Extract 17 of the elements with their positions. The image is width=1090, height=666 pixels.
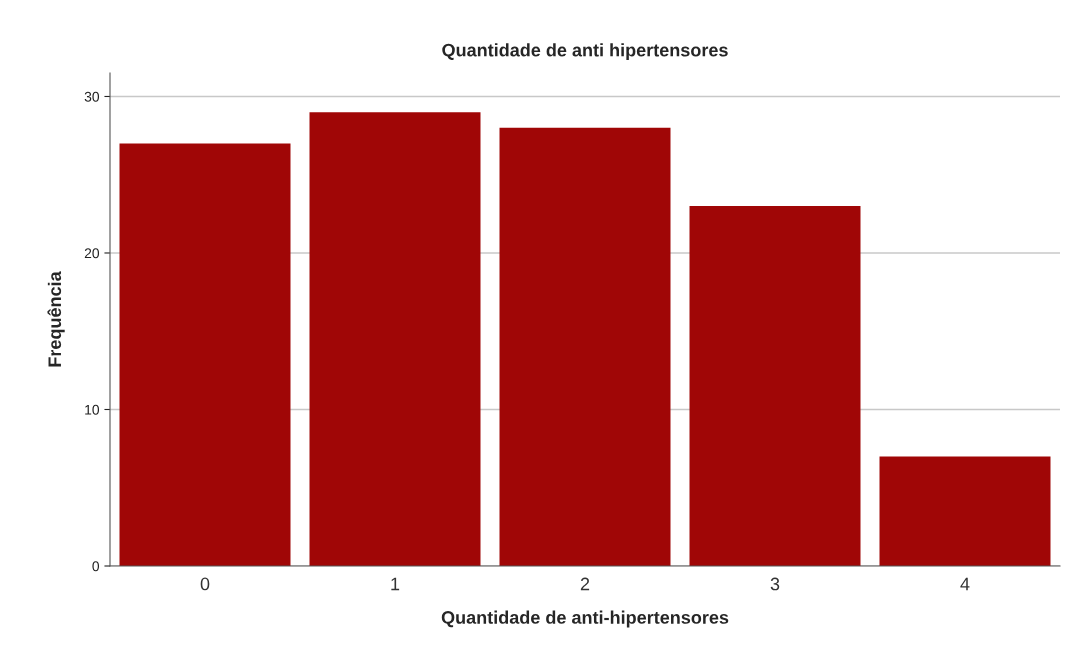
bar <box>119 143 291 566</box>
bar <box>689 206 861 566</box>
x-tick-label: 2 <box>580 577 590 591</box>
bar <box>309 112 481 566</box>
x-tick-label: 4 <box>960 577 970 591</box>
x-axis-title: Quantidade de anti-hipertensores <box>441 610 729 628</box>
bar <box>499 127 671 566</box>
chart-title: Quantidade de anti hipertensores <box>442 43 728 61</box>
bar <box>879 456 1051 566</box>
y-tick-label: 20 <box>84 248 100 259</box>
x-tick-label: 1 <box>391 577 400 591</box>
y-tick-label: 0 <box>92 561 100 572</box>
x-tick-label: 0 <box>200 577 210 591</box>
y-tick-label: 10 <box>85 404 100 415</box>
x-tick-label: 3 <box>770 577 780 591</box>
y-tick-label: 30 <box>84 91 100 102</box>
y-axis-title: Frequência <box>47 271 65 367</box>
